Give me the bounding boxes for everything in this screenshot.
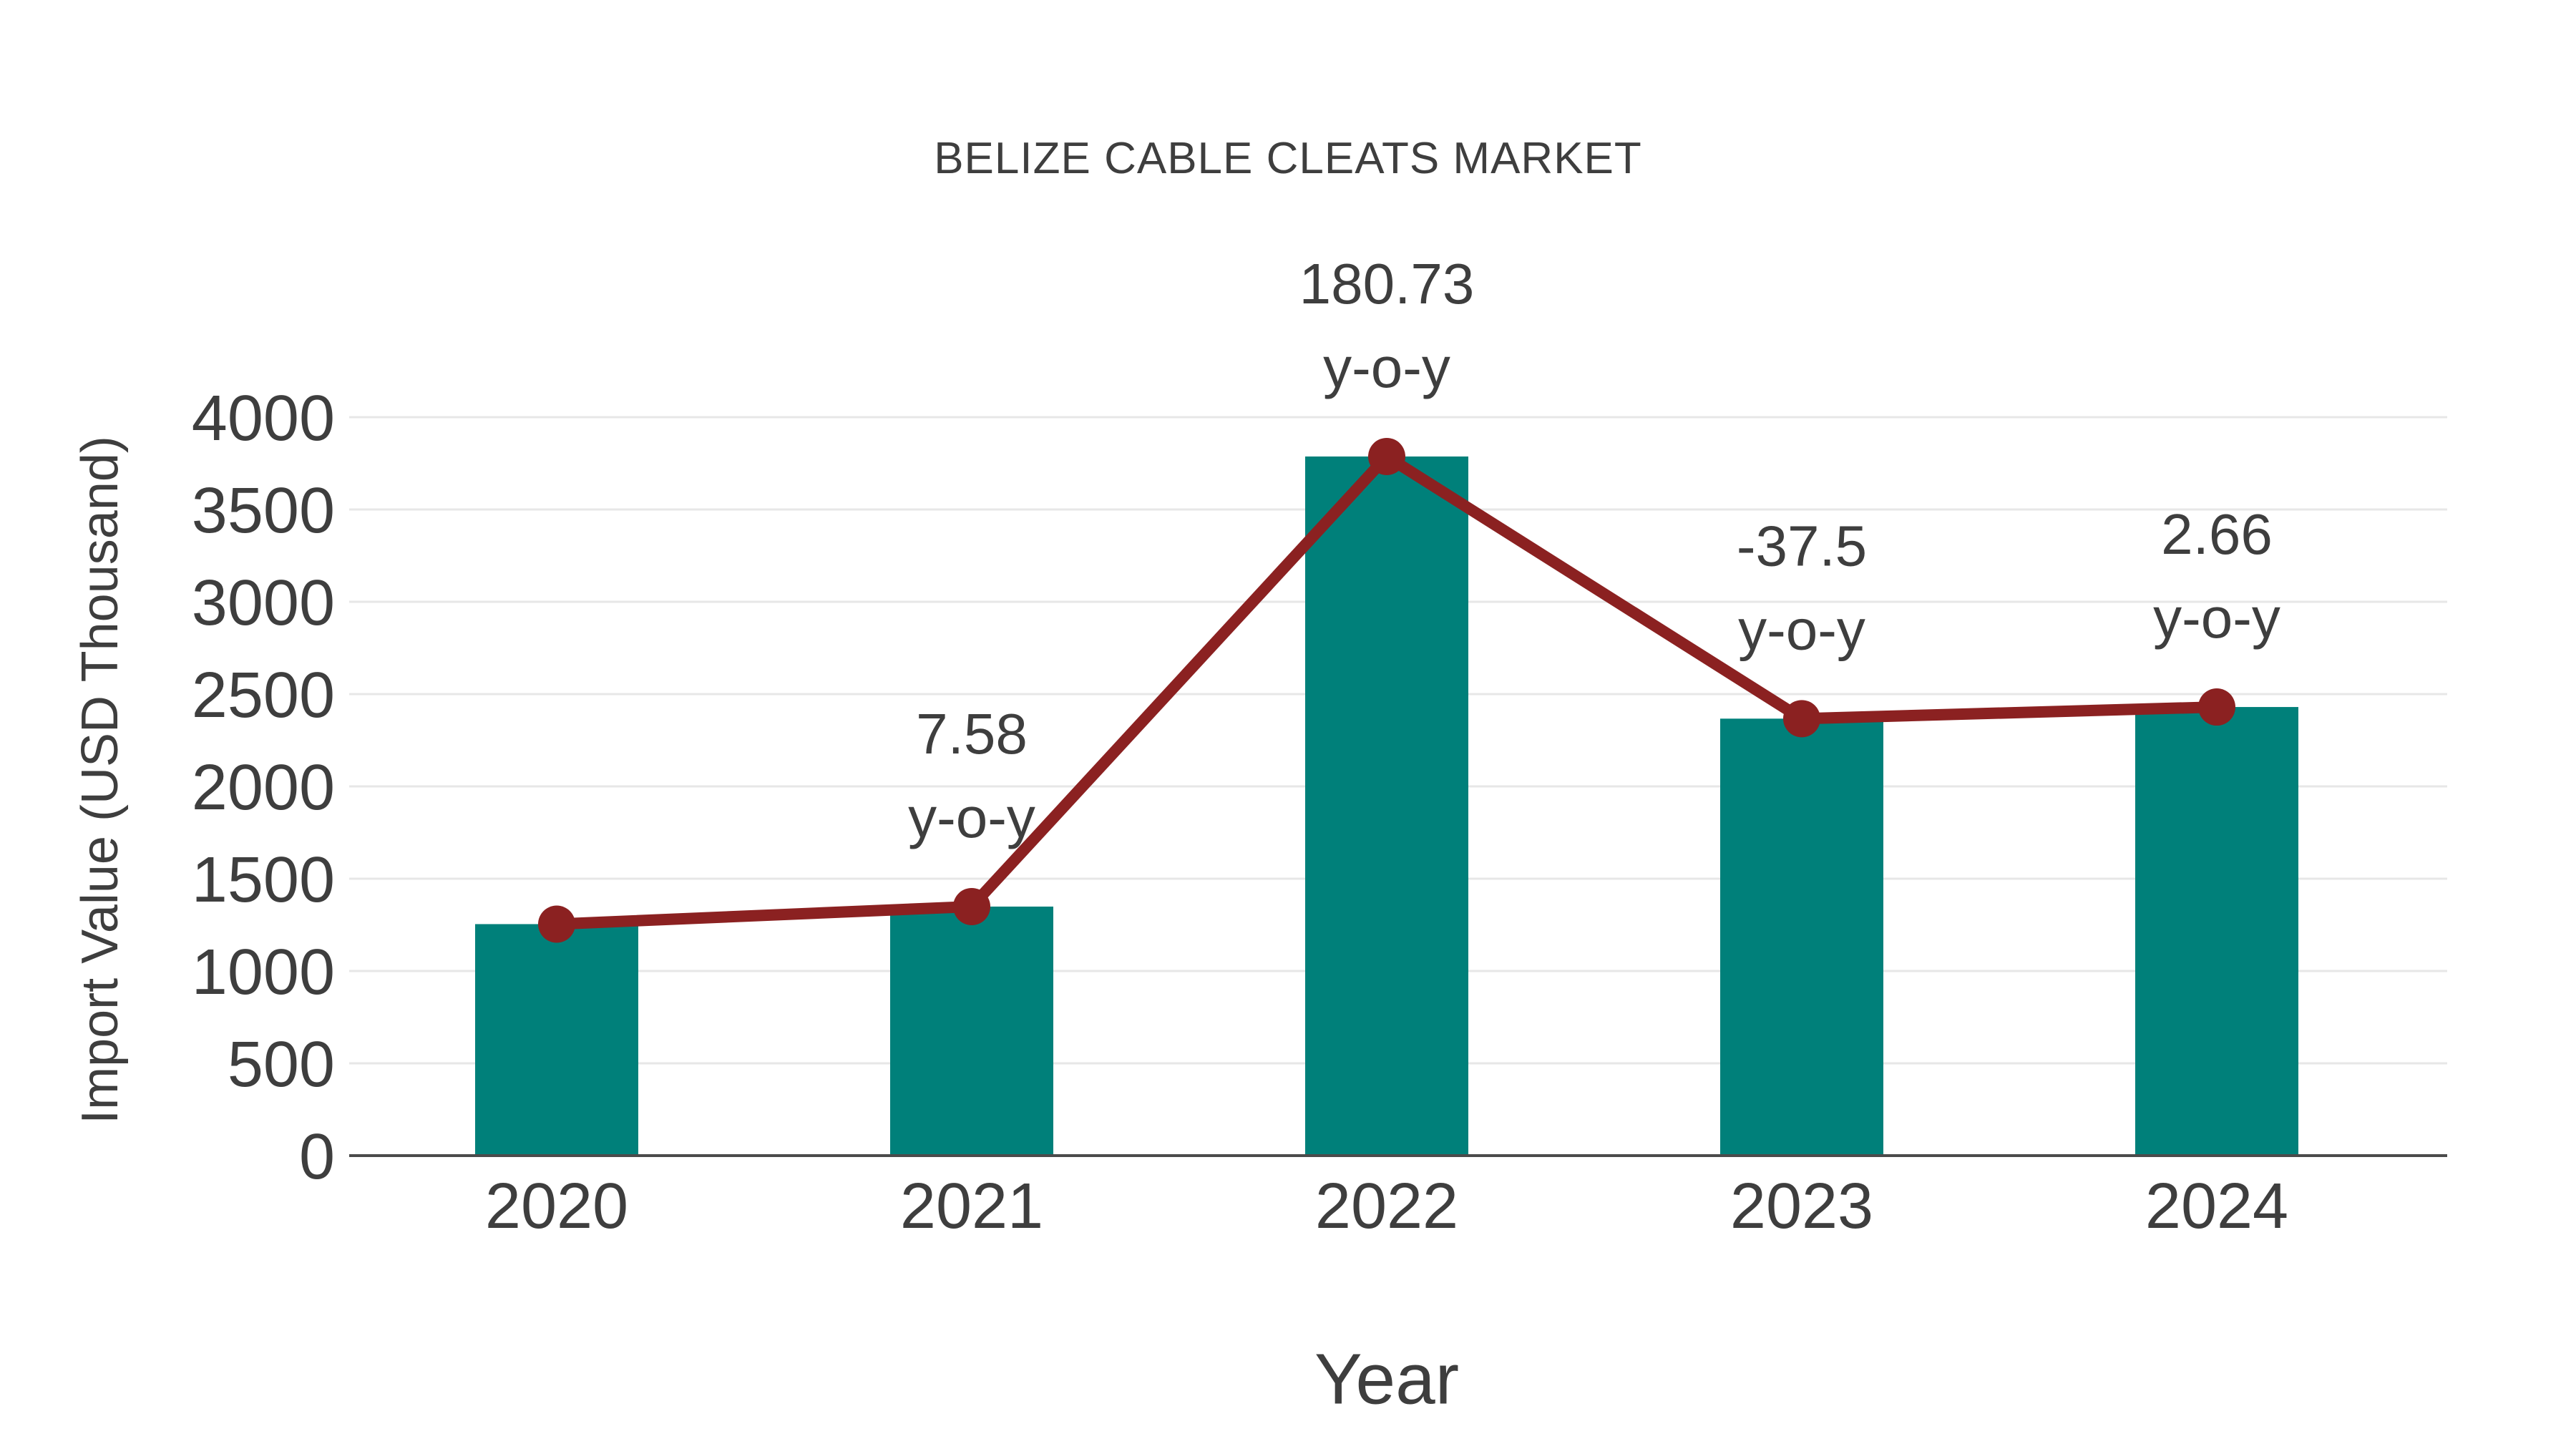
x-tick-label-2022: 2022 [1315, 1171, 1458, 1242]
bar-2021[interactable] [890, 906, 1053, 1156]
annotation-value-2021: 7.58 [916, 702, 1028, 766]
bar-2024[interactable] [2135, 707, 2298, 1156]
y-tick-label-2500: 2500 [192, 660, 335, 731]
annotation-suffix-2022: y-o-y [1323, 336, 1450, 399]
x-tick-label-2023: 2023 [1730, 1171, 1873, 1242]
y-tick-label-500: 500 [228, 1029, 335, 1101]
trend-marker-2020[interactable] [538, 905, 575, 943]
annotation-suffix-2021: y-o-y [908, 786, 1035, 849]
y-tick-label-1000: 1000 [192, 937, 335, 1008]
bar-2023[interactable] [1720, 718, 1883, 1156]
y-tick-label-0: 0 [299, 1121, 335, 1193]
bar-2022[interactable] [1305, 456, 1468, 1156]
trend-marker-2021[interactable] [953, 887, 990, 925]
y-tick-label-2000: 2000 [192, 752, 335, 824]
y-tick-label-4000: 4000 [192, 383, 335, 454]
chart-title: BELIZE CABLE CLEATS MARKET [934, 134, 1642, 183]
x-tick-label-2024: 2024 [2145, 1171, 2288, 1242]
bar-2020[interactable] [475, 924, 638, 1156]
annotation-suffix-2023: y-o-y [1738, 597, 1865, 661]
y-tick-label-3000: 3000 [192, 567, 335, 639]
y-tick-label-1500: 1500 [192, 844, 335, 916]
x-tick-label-2020: 2020 [485, 1171, 628, 1242]
annotation-value-2023: -37.5 [1737, 514, 1867, 577]
annotation-value-2024: 2.66 [2161, 502, 2273, 566]
trend-marker-2023[interactable] [1783, 700, 1820, 738]
x-axis-title: Year [1314, 1339, 1460, 1420]
trend-marker-2022[interactable] [1368, 437, 1405, 475]
x-tick-label-2021: 2021 [900, 1171, 1043, 1242]
y-tick-label-3500: 3500 [192, 475, 335, 547]
annotation-value-2022: 180.73 [1299, 252, 1475, 316]
trend-marker-2024[interactable] [2198, 688, 2235, 726]
annotation-suffix-2024: y-o-y [2153, 586, 2280, 650]
